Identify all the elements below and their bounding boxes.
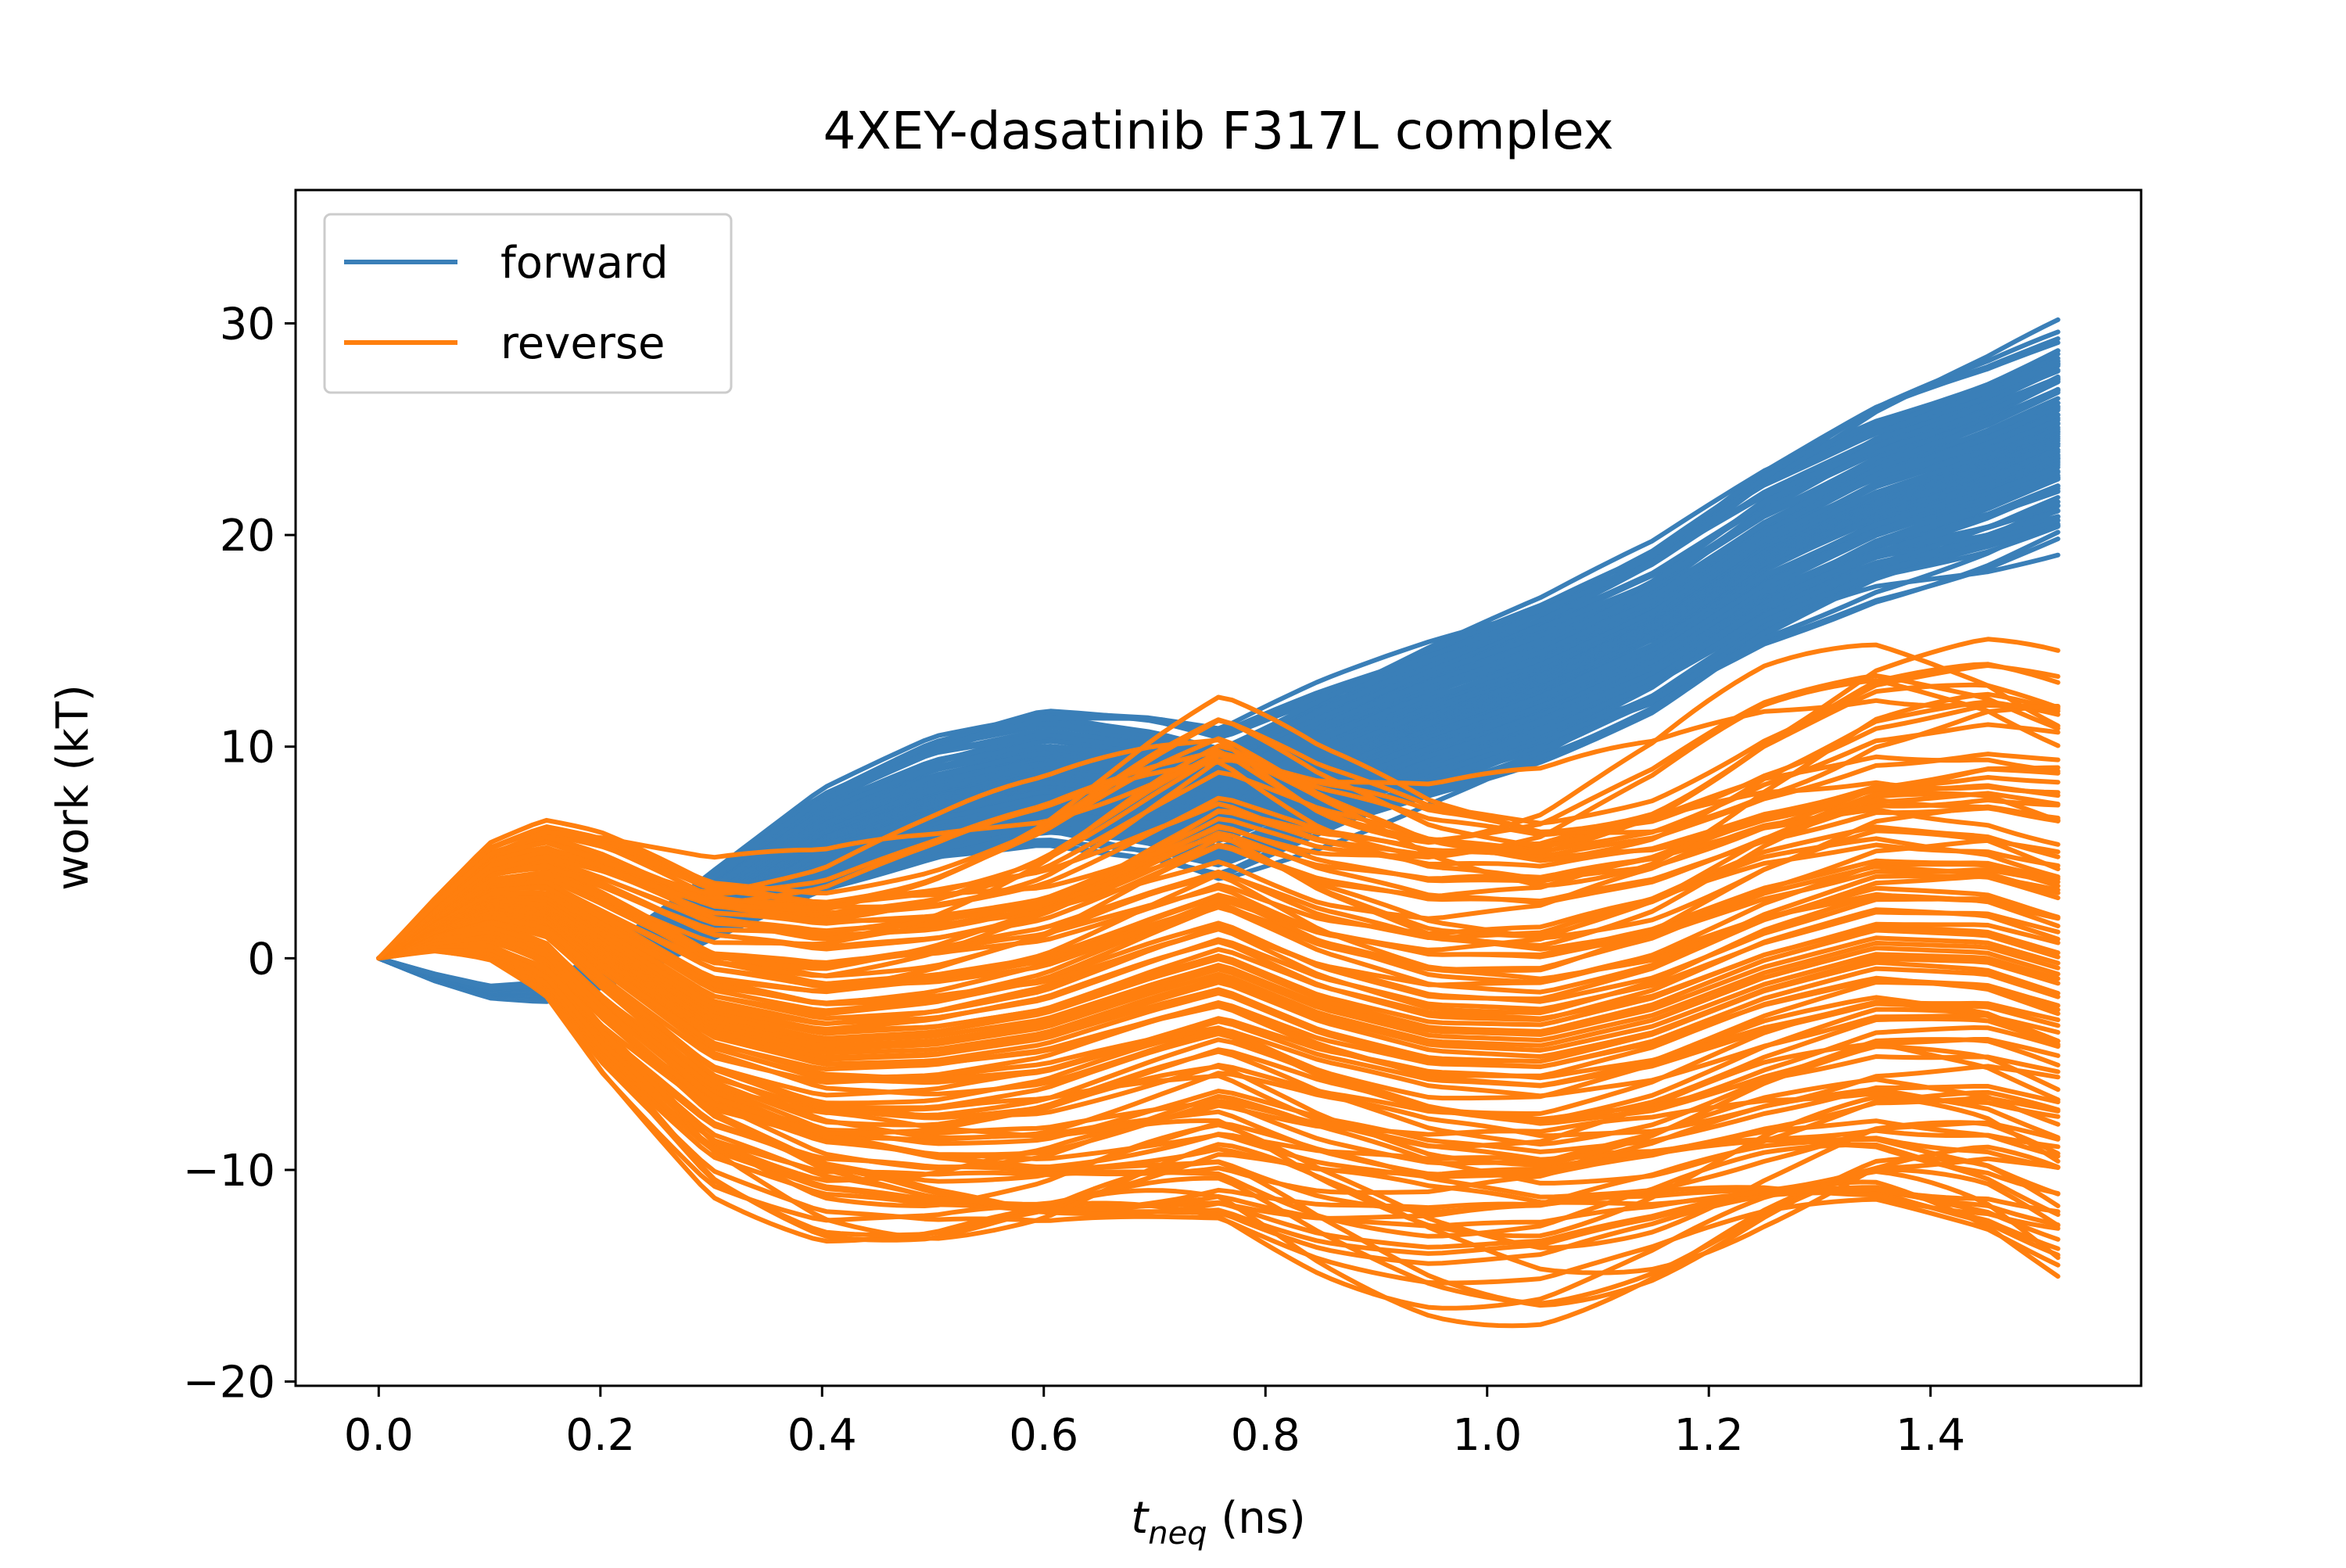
y-axis-label: work (kT) bbox=[48, 684, 99, 891]
x-tick-label: 1.4 bbox=[1896, 1410, 1965, 1461]
reverse-trajectory-line bbox=[376, 926, 2061, 1154]
reverse-trajectory-line bbox=[376, 913, 2061, 1101]
reverse-series bbox=[376, 637, 2061, 1329]
reverse-trajectory-line bbox=[376, 637, 2061, 961]
reverse-trajectory-line bbox=[376, 903, 2061, 1060]
plot-frame bbox=[294, 188, 2143, 1387]
x-tick-label: 0.2 bbox=[565, 1410, 635, 1461]
x-axis-label-unit: (ns) bbox=[1207, 1493, 1306, 1544]
x-axis: 0.0 0.2 0.4 0.6 0.8 1.0 1.2 1.4 bbox=[344, 1386, 1965, 1461]
y-tick-label: 30 bbox=[220, 299, 275, 350]
x-tick-label: 0.8 bbox=[1231, 1410, 1300, 1461]
x-tick-label: 0.6 bbox=[1009, 1410, 1078, 1461]
x-axis-label: tneq (ns) bbox=[1131, 1493, 1306, 1552]
y-tick-label: 10 bbox=[220, 723, 275, 773]
x-tick-label: 1.2 bbox=[1674, 1410, 1744, 1461]
x-tick-label: 0.0 bbox=[344, 1410, 414, 1461]
reverse-trajectory-line bbox=[376, 698, 2061, 961]
reverse-trajectory-line bbox=[376, 924, 2061, 1150]
y-tick-label: 20 bbox=[220, 511, 275, 562]
reverse-trajectory-line bbox=[376, 898, 2061, 1041]
y-tick-label: 0 bbox=[247, 934, 275, 985]
trajectory-lines bbox=[376, 317, 2061, 1329]
legend-box bbox=[323, 213, 733, 394]
y-tick-label: −10 bbox=[183, 1146, 275, 1197]
x-tick-label: 0.4 bbox=[787, 1410, 857, 1461]
reverse-trajectory-line bbox=[376, 836, 2061, 971]
reverse-trajectory-line bbox=[376, 901, 2061, 1052]
reverse-trajectory-line bbox=[376, 930, 2061, 1166]
forward-legend-label: forward bbox=[500, 238, 669, 289]
reverse-trajectory-line bbox=[376, 775, 2061, 961]
chart-title: 4XEY-dasatinib F317L complex bbox=[823, 101, 1613, 161]
legend: forward reverse bbox=[323, 213, 733, 394]
x-tick-label: 1.0 bbox=[1452, 1410, 1522, 1461]
reverse-trajectory-line bbox=[376, 642, 2061, 961]
reverse-trajectory-line bbox=[376, 921, 2061, 1140]
reverse-trajectory-line bbox=[376, 944, 2061, 1239]
y-tick-label: −20 bbox=[183, 1358, 275, 1408]
y-axis: −20 −10 0 10 20 30 bbox=[183, 299, 296, 1408]
x-axis-label-subscript: neq bbox=[1148, 1516, 1207, 1552]
reverse-legend-label: reverse bbox=[500, 318, 665, 369]
reverse-trajectory-line bbox=[376, 942, 2061, 1215]
x-axis-label-main: t bbox=[1131, 1493, 1150, 1544]
